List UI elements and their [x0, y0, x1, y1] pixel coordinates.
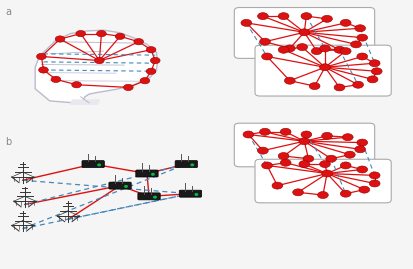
Circle shape: [278, 153, 288, 160]
Circle shape: [333, 84, 344, 91]
Circle shape: [325, 155, 336, 162]
Circle shape: [151, 174, 154, 175]
Circle shape: [36, 53, 46, 60]
Circle shape: [292, 189, 303, 196]
Circle shape: [150, 57, 160, 64]
Circle shape: [153, 196, 156, 198]
Circle shape: [319, 161, 330, 168]
Circle shape: [257, 147, 268, 154]
Circle shape: [124, 186, 127, 187]
Circle shape: [51, 76, 61, 83]
FancyBboxPatch shape: [135, 170, 158, 177]
Circle shape: [356, 53, 367, 60]
FancyBboxPatch shape: [234, 8, 374, 58]
Circle shape: [259, 38, 270, 45]
Circle shape: [354, 25, 365, 32]
Circle shape: [342, 134, 352, 141]
Circle shape: [333, 46, 344, 53]
FancyBboxPatch shape: [82, 161, 104, 168]
FancyBboxPatch shape: [254, 159, 390, 203]
Polygon shape: [70, 100, 99, 104]
Circle shape: [271, 182, 282, 189]
Circle shape: [358, 186, 369, 193]
Circle shape: [356, 166, 367, 173]
Circle shape: [368, 180, 379, 187]
Circle shape: [311, 48, 321, 55]
Circle shape: [368, 60, 379, 67]
Circle shape: [350, 41, 361, 48]
Circle shape: [133, 38, 143, 45]
Circle shape: [319, 64, 330, 71]
Circle shape: [94, 57, 104, 64]
Circle shape: [96, 30, 106, 37]
FancyBboxPatch shape: [175, 161, 197, 168]
Circle shape: [368, 172, 379, 179]
Circle shape: [261, 162, 272, 169]
Circle shape: [284, 77, 294, 84]
Circle shape: [190, 164, 193, 166]
Circle shape: [339, 190, 350, 197]
Circle shape: [321, 170, 332, 177]
Circle shape: [261, 53, 272, 60]
Circle shape: [242, 131, 253, 138]
Circle shape: [259, 128, 270, 135]
Circle shape: [321, 15, 332, 22]
FancyBboxPatch shape: [179, 190, 201, 197]
Circle shape: [71, 82, 81, 88]
Circle shape: [321, 132, 332, 139]
Circle shape: [115, 33, 125, 40]
Circle shape: [300, 13, 311, 20]
FancyBboxPatch shape: [138, 193, 160, 200]
Circle shape: [302, 155, 313, 162]
Circle shape: [278, 46, 288, 53]
Circle shape: [240, 19, 251, 26]
Circle shape: [257, 13, 268, 20]
Circle shape: [366, 76, 377, 83]
Circle shape: [146, 68, 156, 75]
FancyBboxPatch shape: [234, 123, 374, 167]
Circle shape: [146, 47, 156, 53]
Circle shape: [300, 131, 311, 138]
Circle shape: [339, 19, 350, 26]
Text: a: a: [5, 7, 11, 17]
Circle shape: [309, 83, 319, 90]
Circle shape: [317, 192, 328, 199]
Text: b: b: [5, 137, 11, 147]
Circle shape: [140, 77, 150, 84]
Circle shape: [339, 162, 350, 169]
Circle shape: [344, 151, 354, 158]
Circle shape: [123, 84, 133, 91]
Circle shape: [284, 45, 294, 52]
Circle shape: [296, 44, 307, 51]
Circle shape: [356, 34, 367, 41]
Circle shape: [38, 67, 48, 73]
Circle shape: [195, 194, 197, 195]
Circle shape: [280, 159, 290, 166]
Circle shape: [76, 30, 85, 37]
Circle shape: [354, 146, 365, 153]
Circle shape: [280, 128, 290, 135]
Circle shape: [278, 13, 288, 20]
Polygon shape: [35, 30, 157, 104]
Circle shape: [298, 161, 309, 168]
Circle shape: [298, 29, 309, 36]
Circle shape: [339, 48, 350, 55]
FancyBboxPatch shape: [109, 182, 131, 189]
Circle shape: [319, 45, 330, 52]
Circle shape: [352, 81, 363, 88]
Circle shape: [370, 68, 381, 75]
FancyBboxPatch shape: [254, 45, 390, 96]
Circle shape: [55, 36, 65, 42]
Circle shape: [356, 139, 367, 146]
Circle shape: [298, 138, 309, 145]
Circle shape: [97, 164, 100, 166]
